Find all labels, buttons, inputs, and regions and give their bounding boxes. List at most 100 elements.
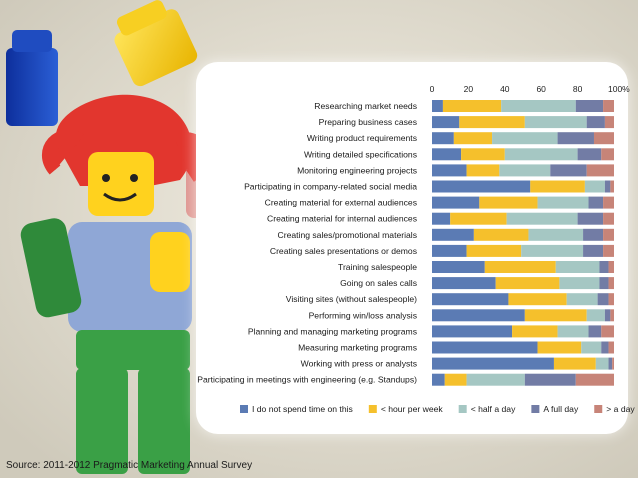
bar-segment [432, 148, 462, 161]
blue-brick-icon [6, 30, 58, 126]
bar-segment [608, 293, 614, 306]
bar-segment [524, 116, 587, 129]
bar-segment [537, 196, 589, 209]
bar-segment [608, 341, 614, 354]
bar-segment [550, 164, 587, 177]
legend-label: < hour per week [381, 404, 444, 414]
x-tick-label: 20 [464, 84, 474, 94]
category-label: Monitoring engineering projects [297, 165, 417, 175]
bar-segment [484, 261, 556, 273]
category-label: Participating in meetings with engineeri… [197, 375, 417, 385]
bar-segment [601, 341, 609, 354]
x-tick-label: 60 [536, 84, 546, 94]
bar-segment [603, 212, 614, 225]
category-label: Planning and managing marketing programs [248, 326, 417, 336]
bar-segment [595, 357, 609, 370]
bar-segment [466, 373, 525, 386]
bar-segment [521, 244, 584, 257]
bar-segment [444, 373, 467, 386]
bar-segment [575, 100, 604, 112]
bar-segment [432, 277, 496, 290]
bar-segment [499, 164, 551, 177]
x-tick-label: 100% [608, 84, 630, 94]
category-label: Visiting sites (without salespeople) [286, 294, 417, 304]
category-label: Participating in company-related social … [244, 182, 417, 192]
bar-segment [450, 212, 507, 225]
bar-segment [432, 244, 467, 257]
bar-segment [492, 132, 558, 145]
bar-segment [603, 100, 614, 112]
bar-segment [555, 261, 600, 273]
legend-swatch [531, 405, 540, 413]
x-tick-label: 80 [573, 84, 583, 94]
bar-segment [461, 148, 505, 161]
bar-segment [577, 148, 602, 161]
category-label: Creating sales/promotional materials [278, 230, 417, 240]
legend-swatch [240, 405, 248, 413]
bar-segment [432, 180, 531, 193]
bar-segment [512, 325, 558, 338]
bar-segment [599, 261, 609, 273]
bar-segment [537, 341, 582, 354]
category-label: Working with press or analysts [301, 359, 417, 369]
bar-segment [473, 228, 529, 241]
bar-segment [599, 277, 609, 290]
category-label: Writing product requirements [307, 133, 417, 143]
bar-segment [432, 116, 460, 129]
bar-segment [432, 164, 467, 177]
bar-segment [557, 132, 594, 145]
bar-segment [524, 309, 587, 322]
bar-segment [588, 325, 602, 338]
bar-segment [586, 164, 614, 177]
bar-segment [432, 373, 445, 386]
bar-segment [566, 293, 598, 306]
lego-minifigure [20, 94, 210, 474]
bar-segment [508, 293, 567, 306]
bar-segment [583, 228, 604, 241]
bar-segment [608, 277, 614, 290]
category-label: Performing win/loss analysis [309, 310, 417, 320]
bar-segment [612, 357, 614, 370]
bar-segment [608, 357, 613, 370]
bar-segment [442, 100, 502, 112]
bar-segment [432, 357, 554, 370]
bar-segment [610, 309, 614, 322]
bar-segment [577, 212, 604, 225]
category-label: Going on sales calls [340, 278, 417, 288]
bar-segment [495, 277, 560, 290]
bar-segment [584, 180, 605, 193]
bar-segment [557, 325, 589, 338]
bar-segment [432, 228, 474, 241]
bar-segment [610, 180, 614, 193]
bar-segment [466, 164, 500, 177]
legend-swatch [594, 405, 603, 413]
bar-segment [581, 341, 602, 354]
legend-label: > a day [606, 404, 635, 414]
bar-segment [528, 228, 584, 241]
legend-label: I do not spend time on this [252, 404, 353, 414]
category-label: Creating material for internal audiences [267, 214, 417, 224]
category-label: Creating sales presentations or demos [270, 246, 417, 256]
bar-segment [597, 293, 609, 306]
bar-segment [466, 244, 522, 257]
category-label: Creating material for external audiences [265, 198, 417, 208]
bar-segment [479, 196, 538, 209]
bar-segment [601, 148, 614, 161]
bar-segment [432, 196, 480, 209]
bar-segment [524, 373, 576, 386]
bar-segment [588, 196, 604, 209]
bar-segment [501, 100, 576, 112]
bar-segment [593, 132, 614, 145]
bar-segment [601, 325, 614, 338]
x-tick-label: 40 [500, 84, 510, 94]
bar-segment [432, 293, 509, 306]
bar-segment [604, 116, 614, 129]
category-label: Preparing business cases [319, 117, 417, 127]
bar-segment [559, 277, 600, 290]
yellow-brick-icon [114, 0, 198, 87]
bar-segment [432, 309, 525, 322]
bar-segment [432, 261, 485, 273]
category-label: Measuring marketing programs [298, 343, 417, 353]
bar-segment [608, 261, 614, 273]
